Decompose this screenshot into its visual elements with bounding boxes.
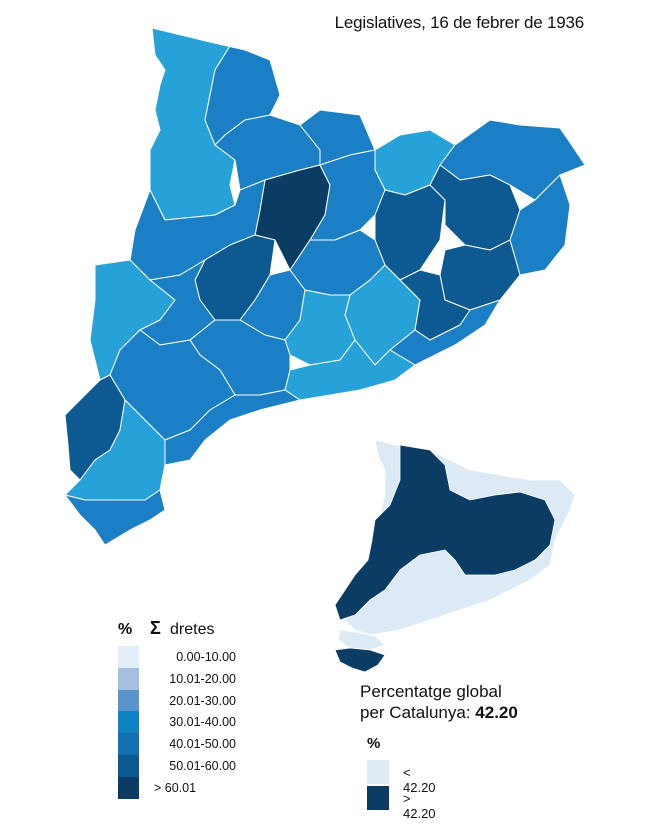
legend-inset-swatch [367,786,389,810]
legend-row: 10.01-20.00 [118,667,258,690]
legend-row: 30.01-40.00 [118,711,258,734]
main-map [64,27,586,546]
legend-inset-row: > 42.20 [367,786,436,821]
inset-region-above [334,444,556,621]
legend-main: % Σ dretes 0.00-10.00 10.01-20.00 20.01-… [118,618,258,799]
legend-swatch [118,689,139,712]
legend-inset: % < 42.20 > 42.20 [367,735,436,821]
legend-inset-swatch [367,760,389,784]
legend-swatch [118,754,139,777]
legend-range-label: > 60.01 [154,780,197,795]
global-percentage-line1: Percentatge global [360,682,502,701]
legend-range-label: 20.01-30.00 [169,693,236,708]
inset-region-below [337,629,386,651]
inset-region-above [334,647,386,673]
legend-inset-row: < 42.20 [367,760,436,795]
legend-range-label: 30.01-40.00 [169,715,236,730]
inset-map [334,439,576,673]
legend-swatch [118,733,139,755]
map-title: Legislatives, 16 de febrer de 1936 [334,13,585,32]
legend-row: 40.01-50.00 [118,733,258,755]
global-percentage-line2: per Catalunya: 42.20 [360,702,518,723]
legend-main-header: % Σ dretes [118,618,258,642]
legend-swatch [118,646,139,668]
legend-range-label: 0.00-10.00 [176,650,236,664]
legend-row: 0.00-10.00 [118,646,258,668]
comarca-region [64,489,166,546]
global-percentage-value: 42.20 [475,703,518,722]
comarca-region [509,174,571,276]
comarca-region [164,389,301,466]
global-percentage-prefix: per Catalunya: [360,703,476,722]
legend-swatch [118,711,139,734]
global-percentage: Percentatge global per Catalunya: 42.20 [360,681,518,723]
legend-swatch [118,667,139,690]
legend-range-label: 10.01-20.00 [169,671,236,686]
legend-inset-label: > 42.20 [403,791,436,821]
legend-row: > 60.01 [118,776,258,799]
legend-row: 50.01-60.00 [118,754,258,777]
comarca-region [389,299,501,366]
legend-row: 20.01-30.00 [118,689,258,712]
legend-percent-symbol: % [118,621,133,638]
legend-range-label: 40.01-50.00 [169,737,236,752]
comarca-region [309,149,386,241]
legend-label: dretes [170,621,215,638]
comarca-region [439,239,521,311]
legend-range-label: 50.01-60.00 [169,758,236,773]
legend-sigma-symbol: Σ [150,618,161,638]
legend-inset-label: < 42.20 [403,765,436,795]
legend-swatch [118,776,139,799]
legend-inset-percent-symbol: % [367,735,381,752]
